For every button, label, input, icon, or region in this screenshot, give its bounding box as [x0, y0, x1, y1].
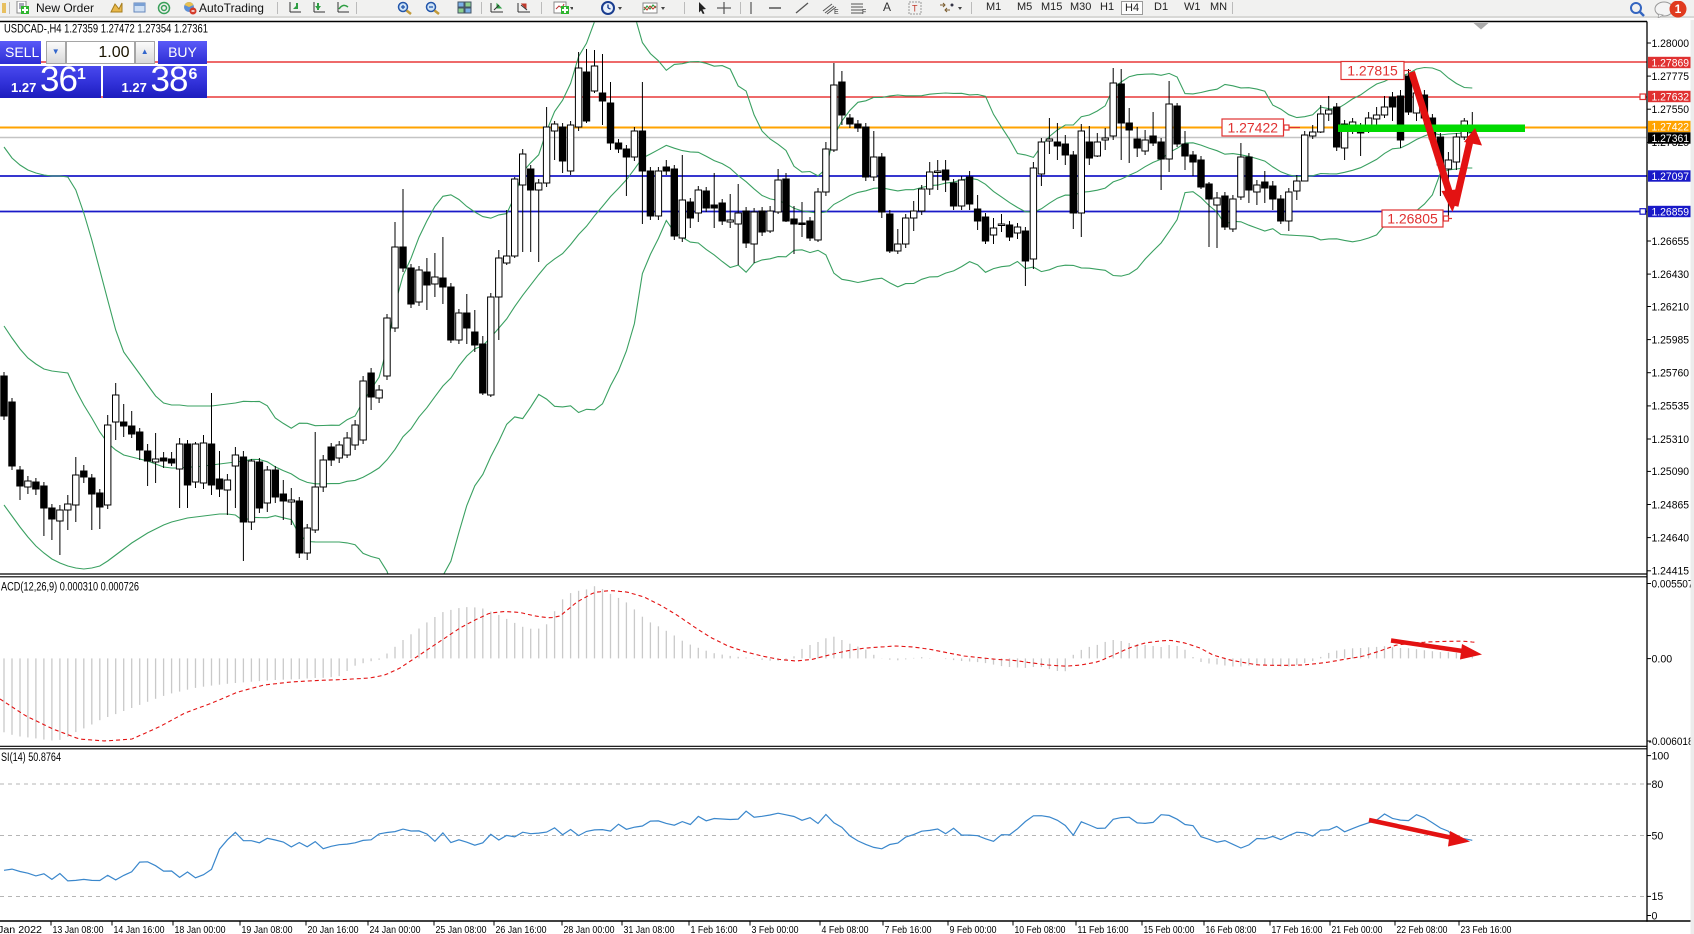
svg-text:1.26430: 1.26430 [1652, 269, 1690, 281]
svg-text:1.24415: 1.24415 [1652, 566, 1690, 578]
svg-text:100: 100 [1652, 750, 1670, 762]
svg-text:Jan 2022: Jan 2022 [0, 924, 42, 934]
svg-text:14 Jan 16:00: 14 Jan 16:00 [114, 924, 165, 934]
svg-text:80: 80 [1652, 779, 1664, 791]
svg-text:11 Feb 16:00: 11 Feb 16:00 [1078, 924, 1129, 934]
svg-text:4 Feb 08:00: 4 Feb 08:00 [822, 924, 869, 934]
svg-text:20 Jan 16:00: 20 Jan 16:00 [308, 924, 359, 934]
svg-text:1.27550: 1.27550 [1652, 104, 1690, 116]
svg-text:1.27361: 1.27361 [1652, 133, 1690, 145]
svg-text:E: E [834, 9, 839, 15]
svg-text:17 Feb 16:00: 17 Feb 16:00 [1272, 924, 1323, 934]
svg-text:1.25090: 1.25090 [1652, 466, 1690, 478]
svg-text:23 Feb 16:00: 23 Feb 16:00 [1461, 924, 1512, 934]
svg-text:9 Feb 00:00: 9 Feb 00:00 [950, 924, 997, 934]
svg-text:ACD(12,26,9) 0.000310 0.000726: ACD(12,26,9) 0.000310 0.000726 [1, 582, 139, 594]
svg-text:1.27775: 1.27775 [1652, 71, 1690, 83]
svg-text:25 Jan 08:00: 25 Jan 08:00 [436, 924, 487, 934]
svg-text:16 Feb 08:00: 16 Feb 08:00 [1206, 924, 1257, 934]
svg-text:1.26210: 1.26210 [1652, 301, 1690, 313]
svg-text:1.24640: 1.24640 [1652, 532, 1690, 544]
svg-text:0: 0 [1652, 910, 1658, 922]
svg-text:13 Jan 08:00: 13 Jan 08:00 [53, 924, 104, 934]
svg-text:1.25535: 1.25535 [1652, 401, 1690, 413]
svg-text:1.27422: 1.27422 [1227, 120, 1278, 136]
svg-text:1: 1 [1675, 2, 1682, 16]
svg-text:F: F [862, 9, 866, 15]
svg-text:24 Jan 00:00: 24 Jan 00:00 [370, 924, 421, 934]
svg-text:-0.006018: -0.006018 [1649, 736, 1694, 748]
svg-text:1.27869: 1.27869 [1652, 57, 1690, 69]
svg-text:22 Feb 08:00: 22 Feb 08:00 [1397, 924, 1448, 934]
svg-text:1.27097: 1.27097 [1652, 171, 1690, 183]
svg-text:1.27632: 1.27632 [1652, 91, 1690, 103]
svg-text:SI(14) 50.8764: SI(14) 50.8764 [1, 752, 61, 764]
svg-text:1 Feb 16:00: 1 Feb 16:00 [691, 924, 738, 934]
svg-text:15: 15 [1652, 891, 1664, 903]
svg-text:19 Jan 08:00: 19 Jan 08:00 [242, 924, 293, 934]
svg-text:1.27422: 1.27422 [1652, 121, 1690, 133]
svg-text:1.25310: 1.25310 [1652, 434, 1690, 446]
svg-text:26 Jan 16:00: 26 Jan 16:00 [496, 924, 547, 934]
svg-text:15 Feb 00:00: 15 Feb 00:00 [1144, 924, 1195, 934]
svg-text:0.005507: 0.005507 [1652, 578, 1694, 590]
svg-text:1.26859: 1.26859 [1652, 206, 1690, 218]
svg-text:USDCAD-,H4 1.27359 1.27472 1.: USDCAD-,H4 1.27359 1.27472 1.27354 1.273… [4, 24, 208, 36]
svg-text:10 Feb 08:00: 10 Feb 08:00 [1015, 924, 1066, 934]
svg-text:1.28000: 1.28000 [1652, 38, 1690, 50]
svg-text:18 Jan 00:00: 18 Jan 00:00 [175, 924, 226, 934]
svg-text:7 Feb 16:00: 7 Feb 16:00 [885, 924, 932, 934]
svg-text:21 Feb 00:00: 21 Feb 00:00 [1332, 924, 1383, 934]
svg-text:1.26805: 1.26805 [1387, 211, 1438, 227]
svg-text:1.25760: 1.25760 [1652, 368, 1690, 380]
svg-text:1.24865: 1.24865 [1652, 499, 1690, 511]
svg-text:1.26655: 1.26655 [1652, 236, 1690, 248]
svg-text:3 Feb 00:00: 3 Feb 00:00 [752, 924, 799, 934]
svg-text:28 Jan 00:00: 28 Jan 00:00 [564, 924, 615, 934]
svg-text:1.27815: 1.27815 [1347, 63, 1398, 79]
svg-text:T: T [912, 4, 918, 14]
svg-text:31 Jan 08:00: 31 Jan 08:00 [624, 924, 675, 934]
svg-text:0.00: 0.00 [1652, 653, 1673, 665]
svg-text:1.25985: 1.25985 [1652, 334, 1690, 346]
svg-text:50: 50 [1652, 830, 1664, 842]
